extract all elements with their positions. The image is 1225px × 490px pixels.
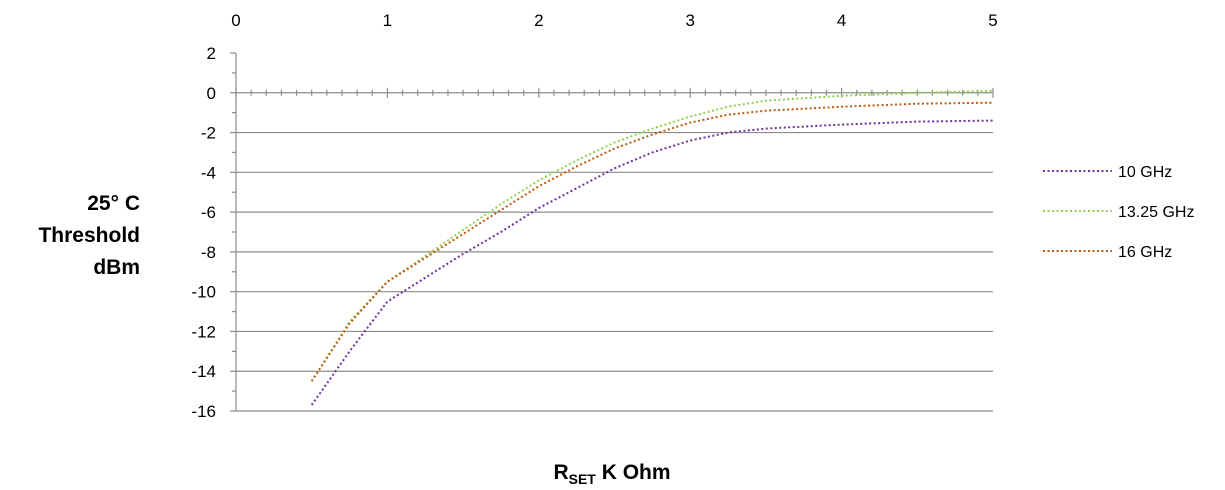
y-tick-label: -14 xyxy=(191,362,216,381)
y-axis-label-line-2: Threshold xyxy=(38,224,140,247)
series-line-1 xyxy=(310,89,994,382)
y-tick-labels: 2 0 -2 -4 -6 -8 -10 -12 -14 -16 xyxy=(191,44,216,421)
x-tick-label: 1 xyxy=(383,11,392,30)
axes xyxy=(230,52,994,412)
y-axis-label-line-1: 25° C xyxy=(87,192,140,215)
legend-label-2: 16 GHz xyxy=(1118,244,1172,261)
y-axis-label-line-3: dBm xyxy=(93,256,140,279)
x-tick-label: 4 xyxy=(837,11,846,30)
series-line-0 xyxy=(310,119,994,406)
legend-label-0: 10 GHz xyxy=(1118,164,1172,181)
y-tick-label: -12 xyxy=(191,322,216,341)
y-tick-label: -4 xyxy=(201,163,216,182)
grid-lines xyxy=(236,131,993,412)
x-tick-label: 0 xyxy=(231,11,240,30)
y-tick-label: -16 xyxy=(191,402,216,421)
legend: 10 GHz 13.25 GHz 16 GHz xyxy=(1043,164,1194,261)
x-axis-label-subscript: SET xyxy=(569,471,597,487)
y-tick-label: -8 xyxy=(201,243,216,262)
x-axis-label-suffix: K Ohm xyxy=(596,461,671,484)
series-line-2 xyxy=(310,101,994,382)
y-tick-label: 0 xyxy=(207,84,216,103)
x-axis-label-main: R xyxy=(553,461,568,484)
legend-label-1: 13.25 GHz xyxy=(1118,204,1194,221)
y-tick-label: -6 xyxy=(201,203,216,222)
y-tick-label: -2 xyxy=(201,124,216,143)
x-tick-label: 3 xyxy=(685,11,694,30)
x-tick-label: 5 xyxy=(988,11,997,30)
x-tick-labels: 0 1 2 3 4 5 xyxy=(231,11,997,30)
x-axis-label: RSET K Ohm xyxy=(553,461,670,487)
series-lines xyxy=(310,89,994,406)
y-tick-label: 2 xyxy=(207,44,216,63)
x-tick-label: 2 xyxy=(534,11,543,30)
y-tick-label: -10 xyxy=(191,283,216,302)
y-axis-label: 25° C Threshold dBm xyxy=(38,192,140,279)
